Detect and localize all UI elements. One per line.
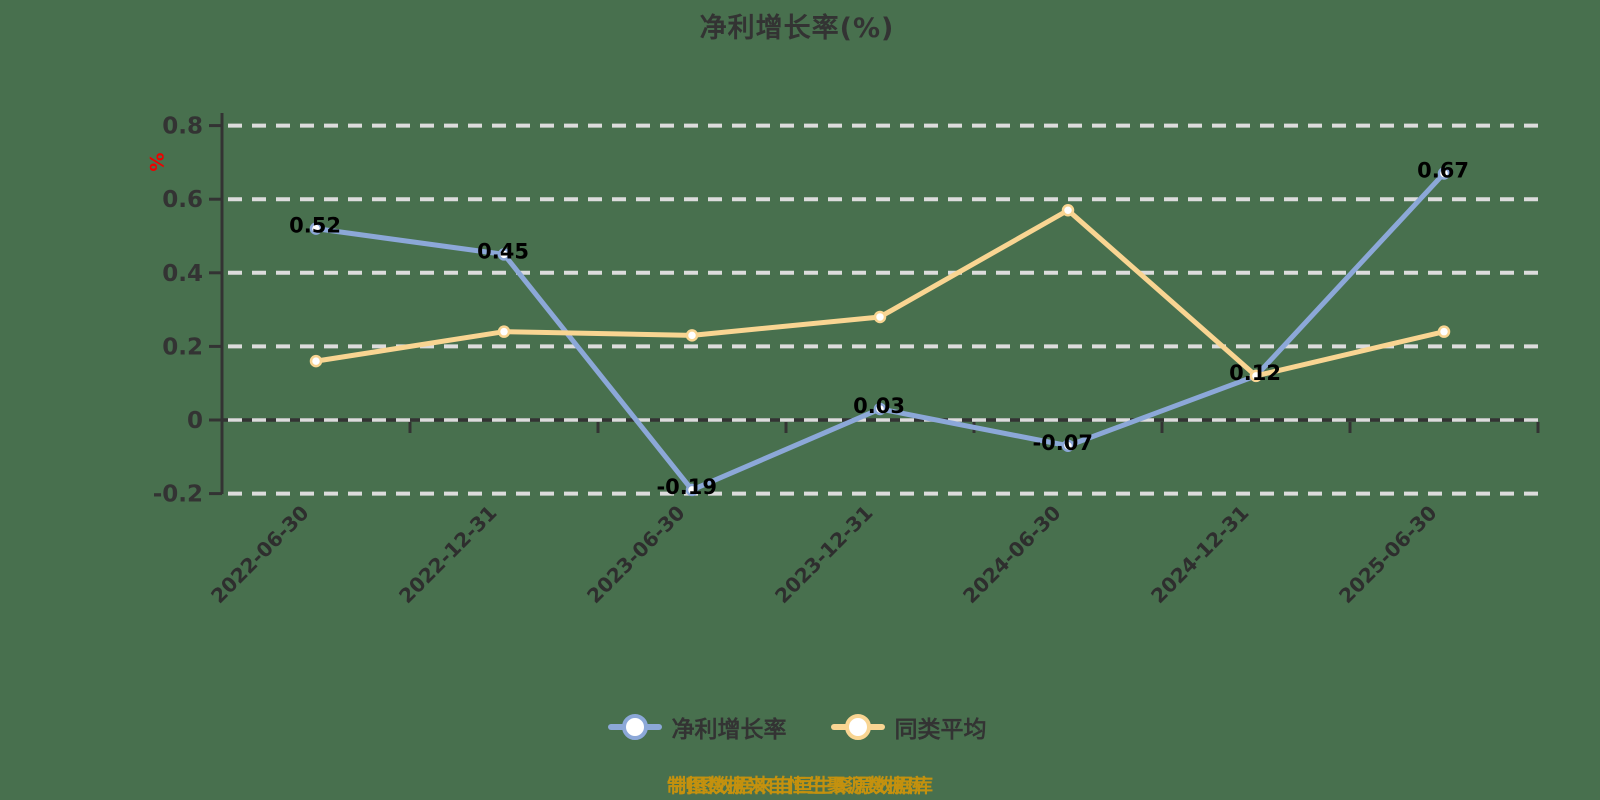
data-point[interactable]	[309, 354, 323, 368]
data-point[interactable]	[497, 248, 511, 261]
data-point[interactable]	[873, 310, 887, 324]
x-axis-label: 2024-12-31	[1146, 501, 1253, 608]
x-axis-label: 2023-06-30	[582, 501, 689, 608]
data-point[interactable]	[1249, 369, 1263, 383]
data-point[interactable]	[1437, 167, 1451, 180]
x-axis-label: 2022-12-31	[394, 501, 501, 608]
legend: 净利增长率 同类平均	[0, 710, 1594, 744]
legend-item-peer-average[interactable]: 同类平均	[830, 710, 987, 744]
legend-label: 净利增长率	[671, 717, 787, 743]
chart-title: 净利增长率(%)	[699, 13, 895, 44]
x-axis-label: 2023-12-31	[770, 501, 877, 608]
x-axis-label: 2025-06-30	[1334, 501, 1441, 608]
x-axis-label: 2024-06-30	[958, 501, 1065, 608]
y-tick-label: 0	[187, 408, 203, 434]
data-point[interactable]	[685, 483, 699, 497]
y-axis-unit-label: %	[145, 152, 167, 171]
data-point-label: -0.19	[656, 475, 717, 499]
y-tick-label: 0.8	[162, 114, 203, 140]
legend-item-net-profit-growth[interactable]: 净利增长率	[607, 710, 787, 744]
series-line	[313, 207, 1447, 379]
line-marker-icon	[607, 712, 662, 742]
y-tick-label: 0.6	[162, 187, 203, 213]
x-axis-label: 2022-06-30	[206, 501, 313, 608]
data-point[interactable]	[1061, 203, 1075, 217]
data-point[interactable]	[873, 402, 887, 416]
y-tick-label: -0.2	[153, 482, 203, 508]
data-point-label: 0.03	[853, 394, 905, 418]
series-line	[313, 170, 1447, 493]
line-marker-icon	[830, 712, 885, 742]
data-point-label: 0.52	[289, 214, 341, 238]
data-point-label: 0.67	[1417, 158, 1469, 182]
legend-label: 同类平均	[894, 717, 987, 743]
data-point[interactable]	[497, 325, 511, 338]
data-point-label: 0.45	[477, 239, 529, 263]
data-point[interactable]	[685, 329, 699, 342]
y-tick-label: 0.4	[162, 261, 203, 287]
y-tick-label: 0.2	[162, 334, 203, 360]
data-point[interactable]	[1437, 325, 1451, 338]
data-point-label: 0.12	[1229, 361, 1281, 385]
data-point[interactable]	[1061, 439, 1075, 453]
footer-note: 制图数据来自恒生聚源数据库	[666, 775, 927, 797]
data-point-label: -0.07	[1032, 431, 1093, 455]
data-point[interactable]	[309, 222, 323, 235]
